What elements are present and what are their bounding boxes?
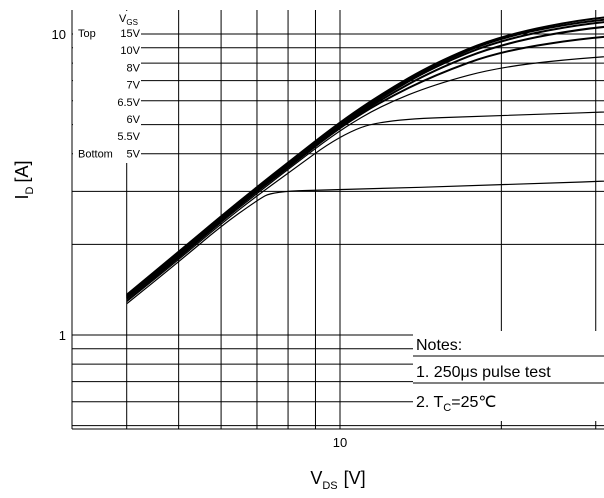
series-line <box>126 111 604 303</box>
legend-entry-label: 7V <box>127 80 141 92</box>
note-case-temperature: 2. TC=25℃ <box>416 394 496 414</box>
legend-entry-label: 10V <box>120 45 140 57</box>
legend-entry-label: 5V <box>127 148 141 160</box>
legend: VGS Top 15V 10V 8V 7V 6.5V 6V 5.5V Bottom 5V <box>73 11 141 163</box>
tick-labels: 10 1 10 <box>52 27 348 450</box>
legend-entry-label: 6V <box>127 114 141 126</box>
legend-entry-tag: Bottom <box>78 148 113 160</box>
legend-entry-label: 8V <box>127 62 141 74</box>
x-axis-title: VDS [V] <box>310 468 365 492</box>
curves <box>126 16 604 305</box>
legend-entries: Top 15V 10V 8V 7V 6.5V 6V 5.5V Bottom 5V <box>78 28 141 160</box>
y-tick-label: 1 <box>59 328 66 343</box>
legend-header: VGS <box>119 13 138 27</box>
notes-title: Notes: <box>416 337 462 354</box>
series-line <box>126 18 604 297</box>
legend-entry-label: 6.5V <box>117 97 140 109</box>
legend-background <box>73 11 141 163</box>
notes-background <box>413 331 604 421</box>
legend-entry-tag: Top <box>78 28 96 40</box>
y-axis-title: ID[A] <box>12 161 36 200</box>
note-pulse-test: 1. 250μs pulse test <box>416 364 551 381</box>
legend-entry-label: 15V <box>120 28 140 40</box>
series-line <box>126 56 604 302</box>
legend-entry-label: 5.5V <box>117 131 140 143</box>
series-line <box>126 16 604 296</box>
series-line <box>126 180 604 305</box>
y-tick-label: 10 <box>52 27 66 42</box>
x-tick-label: 10 <box>333 435 347 450</box>
notes-box: Notes: 1. 250μs pulse test 2. TC=25℃ <box>413 331 604 421</box>
